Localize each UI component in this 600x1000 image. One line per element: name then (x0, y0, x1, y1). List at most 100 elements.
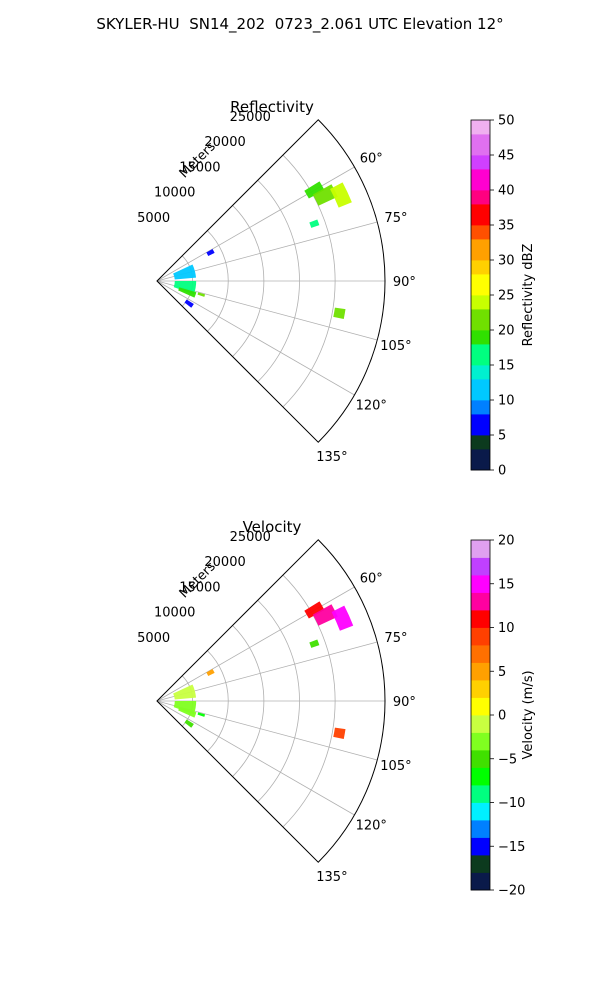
azimuth-tick-label: 60° (360, 151, 383, 166)
echo-cell (184, 299, 194, 308)
colorbar-segment (471, 557, 490, 576)
colorbar-segment (471, 855, 490, 873)
azimuth-tick-label: 105° (380, 339, 411, 354)
radial-tick-label: 5000 (137, 211, 170, 226)
colorbar-segment (471, 309, 490, 331)
colorbar-tick-label: −15 (498, 840, 525, 855)
colorbar-segment (471, 680, 490, 698)
colorbar-segment (471, 344, 490, 366)
azimuth-tick-label: 135° (316, 870, 347, 885)
colorbar-segment (471, 750, 490, 768)
echo-cell (184, 719, 194, 728)
colorbar-segment (471, 767, 490, 786)
radial-tick-label: 15000 (179, 160, 220, 175)
colorbar-segment (471, 610, 490, 628)
colorbar-segment (471, 190, 490, 205)
echo-cell (173, 264, 197, 280)
colorbar-tick-label: 45 (498, 149, 515, 164)
colorbar-segment (471, 274, 490, 296)
colorbar-segment (471, 379, 490, 401)
colorbar-segment (471, 662, 490, 681)
colorbar-tick-label: 40 (498, 184, 515, 199)
colorbar-tick-label: 15 (498, 359, 515, 374)
reflectivity-panel: Reflectivity500010000150002000025000Mete… (137, 98, 536, 479)
radial-tick-label: 20000 (204, 135, 245, 150)
colorbar-segment (471, 697, 490, 716)
colorbar-tick-label: 10 (498, 621, 515, 636)
azimuth-gridline (156, 586, 355, 702)
echo-cell (330, 182, 352, 208)
colorbar-segment (471, 645, 490, 663)
sector-outline (156, 119, 386, 443)
colorbar-segment (471, 330, 490, 345)
panel-title: Reflectivity (230, 98, 314, 116)
radial-tick-label: 5000 (137, 631, 170, 646)
radial-tick-label: 20000 (204, 555, 245, 570)
azimuth-gridline (156, 700, 355, 816)
colorbar-tick-label: −10 (498, 796, 525, 811)
colorbar-segment (471, 435, 490, 450)
echo-cell (309, 639, 320, 648)
colorbar-segment (471, 575, 490, 593)
colorbar-segment (471, 449, 490, 471)
azimuth-tick-label: 60° (360, 571, 383, 586)
echo-cell (206, 668, 215, 677)
azimuth-tick-label: 90° (393, 695, 416, 710)
colorbar-segment (471, 225, 490, 240)
echo-cell (304, 181, 325, 199)
echo-cell (206, 248, 215, 257)
colorbar-tick-label: 5 (498, 429, 506, 444)
azimuth-tick-label: 120° (356, 819, 387, 834)
colorbar-tick-label: 10 (498, 394, 515, 409)
colorbar-tick-label: 20 (498, 324, 515, 339)
colorbar-tick-label: 0 (498, 709, 506, 724)
colorbar-segment (471, 400, 490, 415)
echo-cell (333, 727, 346, 739)
colorbar-segment (471, 134, 490, 156)
echo-cell (173, 684, 197, 700)
colorbar-tick-label: 50 (498, 114, 515, 129)
colorbar-tick-label: 0 (498, 464, 506, 479)
colorbar-tick-label: 30 (498, 254, 515, 269)
colorbar-segment (471, 540, 490, 558)
panel-title: Velocity (243, 518, 302, 536)
radial-tick-label: 10000 (154, 606, 195, 621)
echo-cell (178, 287, 197, 298)
echo-cell (333, 307, 346, 319)
radial-tick-label: 25000 (230, 110, 271, 125)
colorbar-segment (471, 239, 490, 261)
azimuth-gridline (156, 166, 355, 282)
colorbar-segment (471, 120, 490, 135)
radial-tick-label: 25000 (230, 530, 271, 545)
azimuth-tick-label: 75° (384, 631, 407, 646)
colorbar-segment (471, 295, 490, 310)
colorbar-tick-label: 25 (498, 289, 515, 304)
colorbar-tick-label: 15 (498, 577, 515, 592)
echo-cell (197, 292, 206, 297)
azimuth-tick-label: 105° (380, 759, 411, 774)
colorbar-segment (471, 414, 490, 436)
colorbar-tick-label: 35 (498, 219, 515, 234)
echo-cell (309, 219, 320, 228)
azimuth-tick-label: 120° (356, 399, 387, 414)
azimuth-gridline (156, 280, 355, 396)
colorbar-segment (471, 802, 490, 821)
colorbar-segment (471, 365, 490, 380)
colorbar-tick-label: −5 (498, 752, 517, 767)
echo-cell (178, 707, 197, 718)
echo-cell (304, 601, 325, 619)
colorbar-label: Velocity (m/s) (521, 670, 536, 759)
colorbar-segment (471, 872, 490, 891)
colorbar-tick-label: 20 (498, 534, 515, 549)
echo-cell (331, 605, 354, 631)
azimuth-tick-label: 90° (393, 275, 416, 290)
colorbar-segment (471, 820, 490, 838)
colorbar-segment (471, 204, 490, 226)
echo-cell (197, 712, 206, 717)
colorbar-segment (471, 715, 490, 733)
colorbar-segment (471, 837, 490, 856)
echo-cell (312, 604, 338, 626)
azimuth-tick-label: 75° (384, 211, 407, 226)
